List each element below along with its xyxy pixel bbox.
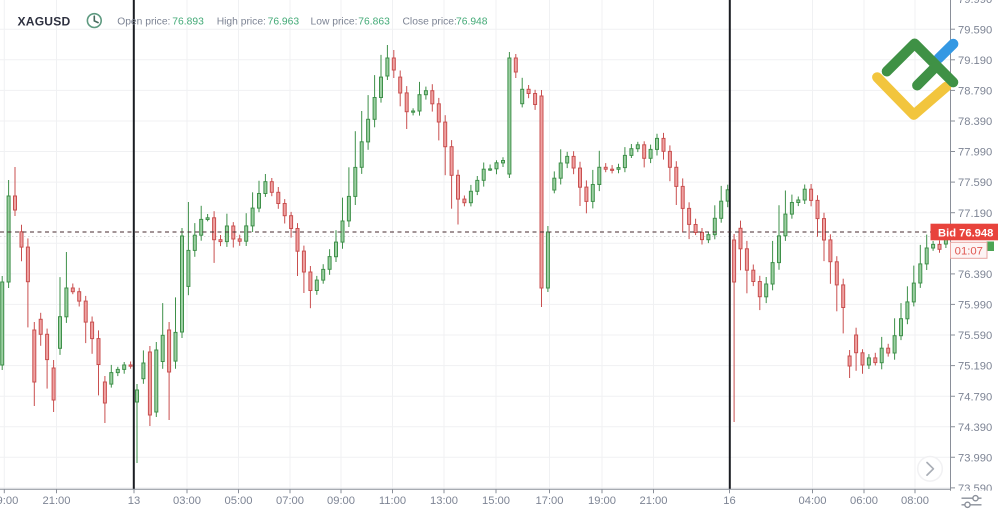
svg-text:High price:: High price: <box>217 17 266 28</box>
svg-text:06:00: 06:00 <box>850 495 878 507</box>
svg-text:77.590: 77.590 <box>958 177 992 189</box>
svg-text:19:00: 19:00 <box>588 495 616 507</box>
svg-text:11:00: 11:00 <box>379 495 406 507</box>
svg-text:77.190: 77.190 <box>958 208 992 220</box>
svg-text:76.963: 76.963 <box>268 17 300 28</box>
svg-text:13: 13 <box>128 495 140 507</box>
svg-text:78.790: 78.790 <box>958 86 992 98</box>
svg-text:74.790: 74.790 <box>958 391 992 403</box>
svg-text:09:00: 09:00 <box>327 495 355 507</box>
svg-text:03:00: 03:00 <box>173 495 201 507</box>
svg-text:16: 16 <box>723 495 735 507</box>
svg-text:73.990: 73.990 <box>958 452 992 464</box>
svg-text:78.390: 78.390 <box>958 116 992 128</box>
svg-text:77.990: 77.990 <box>958 147 992 159</box>
svg-text:76.948: 76.948 <box>456 17 488 28</box>
svg-text:15:00: 15:00 <box>482 495 510 507</box>
svg-text:74.390: 74.390 <box>958 422 992 434</box>
svg-text:75.990: 75.990 <box>958 300 992 312</box>
svg-text:76.390: 76.390 <box>958 269 992 281</box>
svg-text:73.590: 73.590 <box>958 483 992 495</box>
svg-text:01:07: 01:07 <box>955 246 983 258</box>
svg-text:04:00: 04:00 <box>799 495 827 507</box>
svg-text:19:00: 19:00 <box>0 495 18 507</box>
svg-text:05:00: 05:00 <box>225 495 253 507</box>
svg-text:Open price:: Open price: <box>117 17 170 28</box>
svg-text:75.590: 75.590 <box>958 330 992 342</box>
svg-text:79.590: 79.590 <box>958 24 992 36</box>
svg-text:08:00: 08:00 <box>901 495 929 507</box>
svg-text:Close price:: Close price: <box>403 17 457 28</box>
svg-text:21:00: 21:00 <box>43 495 71 507</box>
svg-text:Bid 76.948: Bid 76.948 <box>938 227 993 239</box>
svg-text:79.990: 79.990 <box>958 0 992 6</box>
svg-text:76.863: 76.863 <box>358 17 390 28</box>
svg-text:17:00: 17:00 <box>536 495 564 507</box>
svg-text:75.190: 75.190 <box>958 361 992 373</box>
svg-text:79.190: 79.190 <box>958 55 992 67</box>
svg-text:07:00: 07:00 <box>276 495 304 507</box>
svg-text:13:00: 13:00 <box>430 495 458 507</box>
svg-text:Low price:: Low price: <box>311 17 358 28</box>
svg-text:21:00: 21:00 <box>640 495 668 507</box>
svg-text:XAGUSD: XAGUSD <box>18 14 71 28</box>
svg-text:76.893: 76.893 <box>172 17 204 28</box>
